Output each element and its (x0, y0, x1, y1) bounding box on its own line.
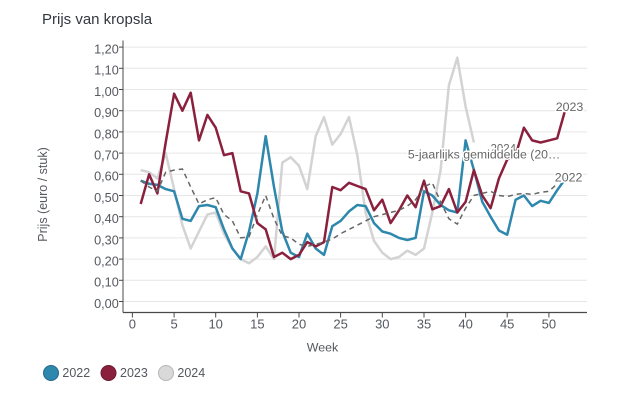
svg-text:1,10: 1,10 (94, 64, 119, 78)
svg-text:0,10: 0,10 (94, 276, 119, 290)
svg-text:2022: 2022 (62, 366, 90, 380)
svg-text:Week: Week (307, 341, 339, 355)
svg-text:2022: 2022 (555, 171, 583, 185)
svg-text:5: 5 (170, 317, 177, 332)
svg-text:0,60: 0,60 (94, 170, 119, 184)
svg-text:Prijs (euro / stuk): Prijs (euro / stuk) (36, 147, 50, 241)
svg-text:5-jaarlijks gemiddelde (20…: 5-jaarlijks gemiddelde (20… (408, 148, 560, 162)
svg-text:40: 40 (458, 317, 472, 332)
svg-text:2024: 2024 (177, 366, 205, 380)
svg-text:20: 20 (292, 317, 306, 332)
svg-text:50: 50 (542, 317, 556, 332)
svg-text:2024: 2024 (491, 144, 517, 156)
svg-text:0,40: 0,40 (94, 212, 119, 226)
svg-text:0,00: 0,00 (94, 297, 119, 311)
svg-text:25: 25 (333, 317, 347, 332)
svg-text:15: 15 (250, 317, 264, 332)
svg-text:30: 30 (375, 317, 389, 332)
svg-text:0,20: 0,20 (94, 255, 119, 269)
svg-text:2023: 2023 (120, 366, 148, 380)
svg-text:0,70: 0,70 (94, 149, 119, 163)
svg-text:45: 45 (500, 317, 514, 332)
svg-text:0,80: 0,80 (94, 127, 119, 141)
svg-text:Prijs van kropsla: Prijs van kropsla (42, 11, 153, 28)
svg-text:0,90: 0,90 (94, 106, 119, 120)
svg-text:1,20: 1,20 (94, 43, 119, 57)
svg-text:2023: 2023 (556, 100, 584, 114)
svg-text:10: 10 (208, 317, 222, 332)
svg-text:0,50: 0,50 (94, 191, 119, 205)
svg-text:1,00: 1,00 (94, 85, 119, 99)
svg-text:35: 35 (417, 317, 431, 332)
svg-text:0: 0 (129, 317, 136, 332)
svg-text:0,30: 0,30 (94, 233, 119, 247)
